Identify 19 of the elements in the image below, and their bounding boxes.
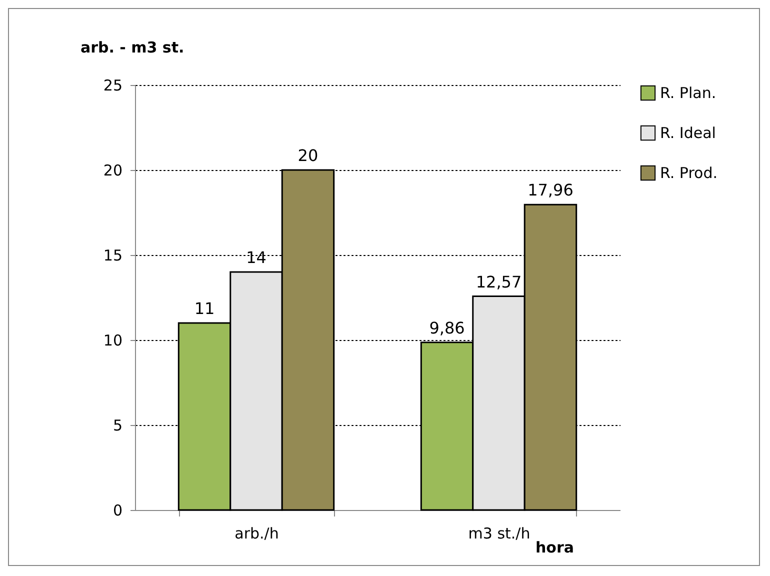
- data-label: 17,96: [528, 180, 574, 200]
- legend-label: R. Plan.: [660, 84, 716, 102]
- legend-label: R. Ideal: [660, 124, 716, 142]
- y-tick-label: 20: [103, 162, 122, 180]
- legend-label: R. Prod.: [660, 164, 718, 182]
- x-tick-label: m3 st./h: [468, 524, 530, 542]
- data-label: 11: [194, 299, 215, 318]
- x-tick-label: arb./h: [234, 524, 279, 542]
- data-label: 20: [298, 146, 318, 165]
- y-tick-label: 15: [103, 246, 122, 264]
- data-label: 9,86: [429, 318, 465, 338]
- y-axis-title: arb. - m3 st.: [80, 38, 184, 56]
- y-tick-label: 10: [103, 332, 122, 350]
- y-tick-label: 0: [112, 502, 122, 520]
- data-label: 12,57: [476, 272, 522, 292]
- data-label: 14: [246, 248, 266, 267]
- y-tick-label: 5: [112, 416, 122, 434]
- x-axis-title: hora: [536, 538, 574, 556]
- y-tick-label: 25: [103, 76, 122, 94]
